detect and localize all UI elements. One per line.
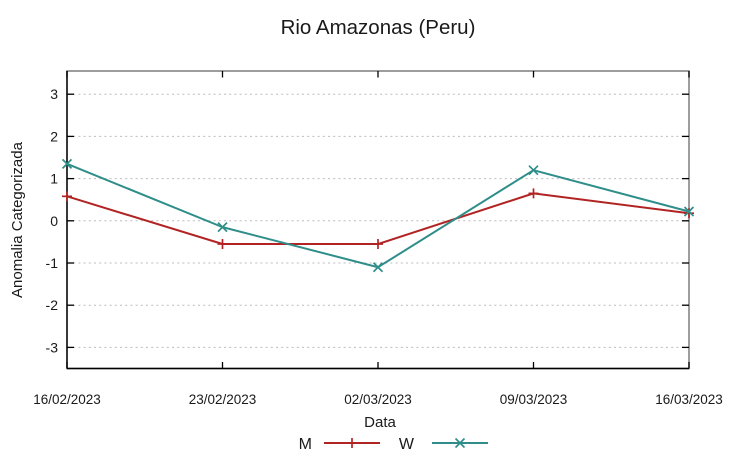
x-tick-label: 09/03/2023 bbox=[500, 392, 568, 407]
x-tick-label: 02/03/2023 bbox=[344, 392, 412, 407]
x-tick-label: 16/03/2023 bbox=[655, 392, 723, 407]
x-axis-label: Data bbox=[364, 414, 396, 431]
data-point-marker-cross bbox=[454, 437, 466, 449]
legend-label-series-m: M bbox=[299, 436, 312, 453]
data-point-marker-cross bbox=[683, 206, 695, 217]
plot-border bbox=[66, 70, 690, 370]
y-tick-label: 0 bbox=[50, 213, 58, 229]
y-axis-label: Anomalia Categorizada bbox=[9, 141, 26, 298]
data-point-marker-cross bbox=[217, 222, 228, 233]
y-tick-label: 3 bbox=[50, 86, 58, 102]
legend-line-sample-w bbox=[432, 437, 488, 449]
y-tick-label: -1 bbox=[46, 255, 59, 271]
x-tick-label: 16/02/2023 bbox=[33, 392, 101, 407]
y-tick-label: -3 bbox=[46, 339, 59, 355]
chart-title: Rio Amazonas (Peru) bbox=[281, 16, 476, 39]
series-line-W bbox=[66, 162, 690, 269]
x-tick-label: 23/02/2023 bbox=[189, 392, 257, 407]
data-point-marker-cross bbox=[528, 165, 539, 176]
legend-line-sample-m bbox=[324, 438, 380, 448]
legend-label-series-w: W bbox=[399, 436, 415, 453]
y-tick-label: 1 bbox=[50, 171, 58, 187]
y-tick-label: 2 bbox=[50, 128, 58, 144]
legend: M W bbox=[299, 436, 488, 453]
data-point-marker-cross bbox=[372, 262, 384, 273]
data-point-marker-cross bbox=[61, 158, 73, 169]
plot-area: -3 -2 -1 0 1 2 3 16/02/2023 23/02/2023 02/03/2023… bbox=[33, 70, 723, 407]
y-tick-label: -2 bbox=[46, 297, 59, 313]
